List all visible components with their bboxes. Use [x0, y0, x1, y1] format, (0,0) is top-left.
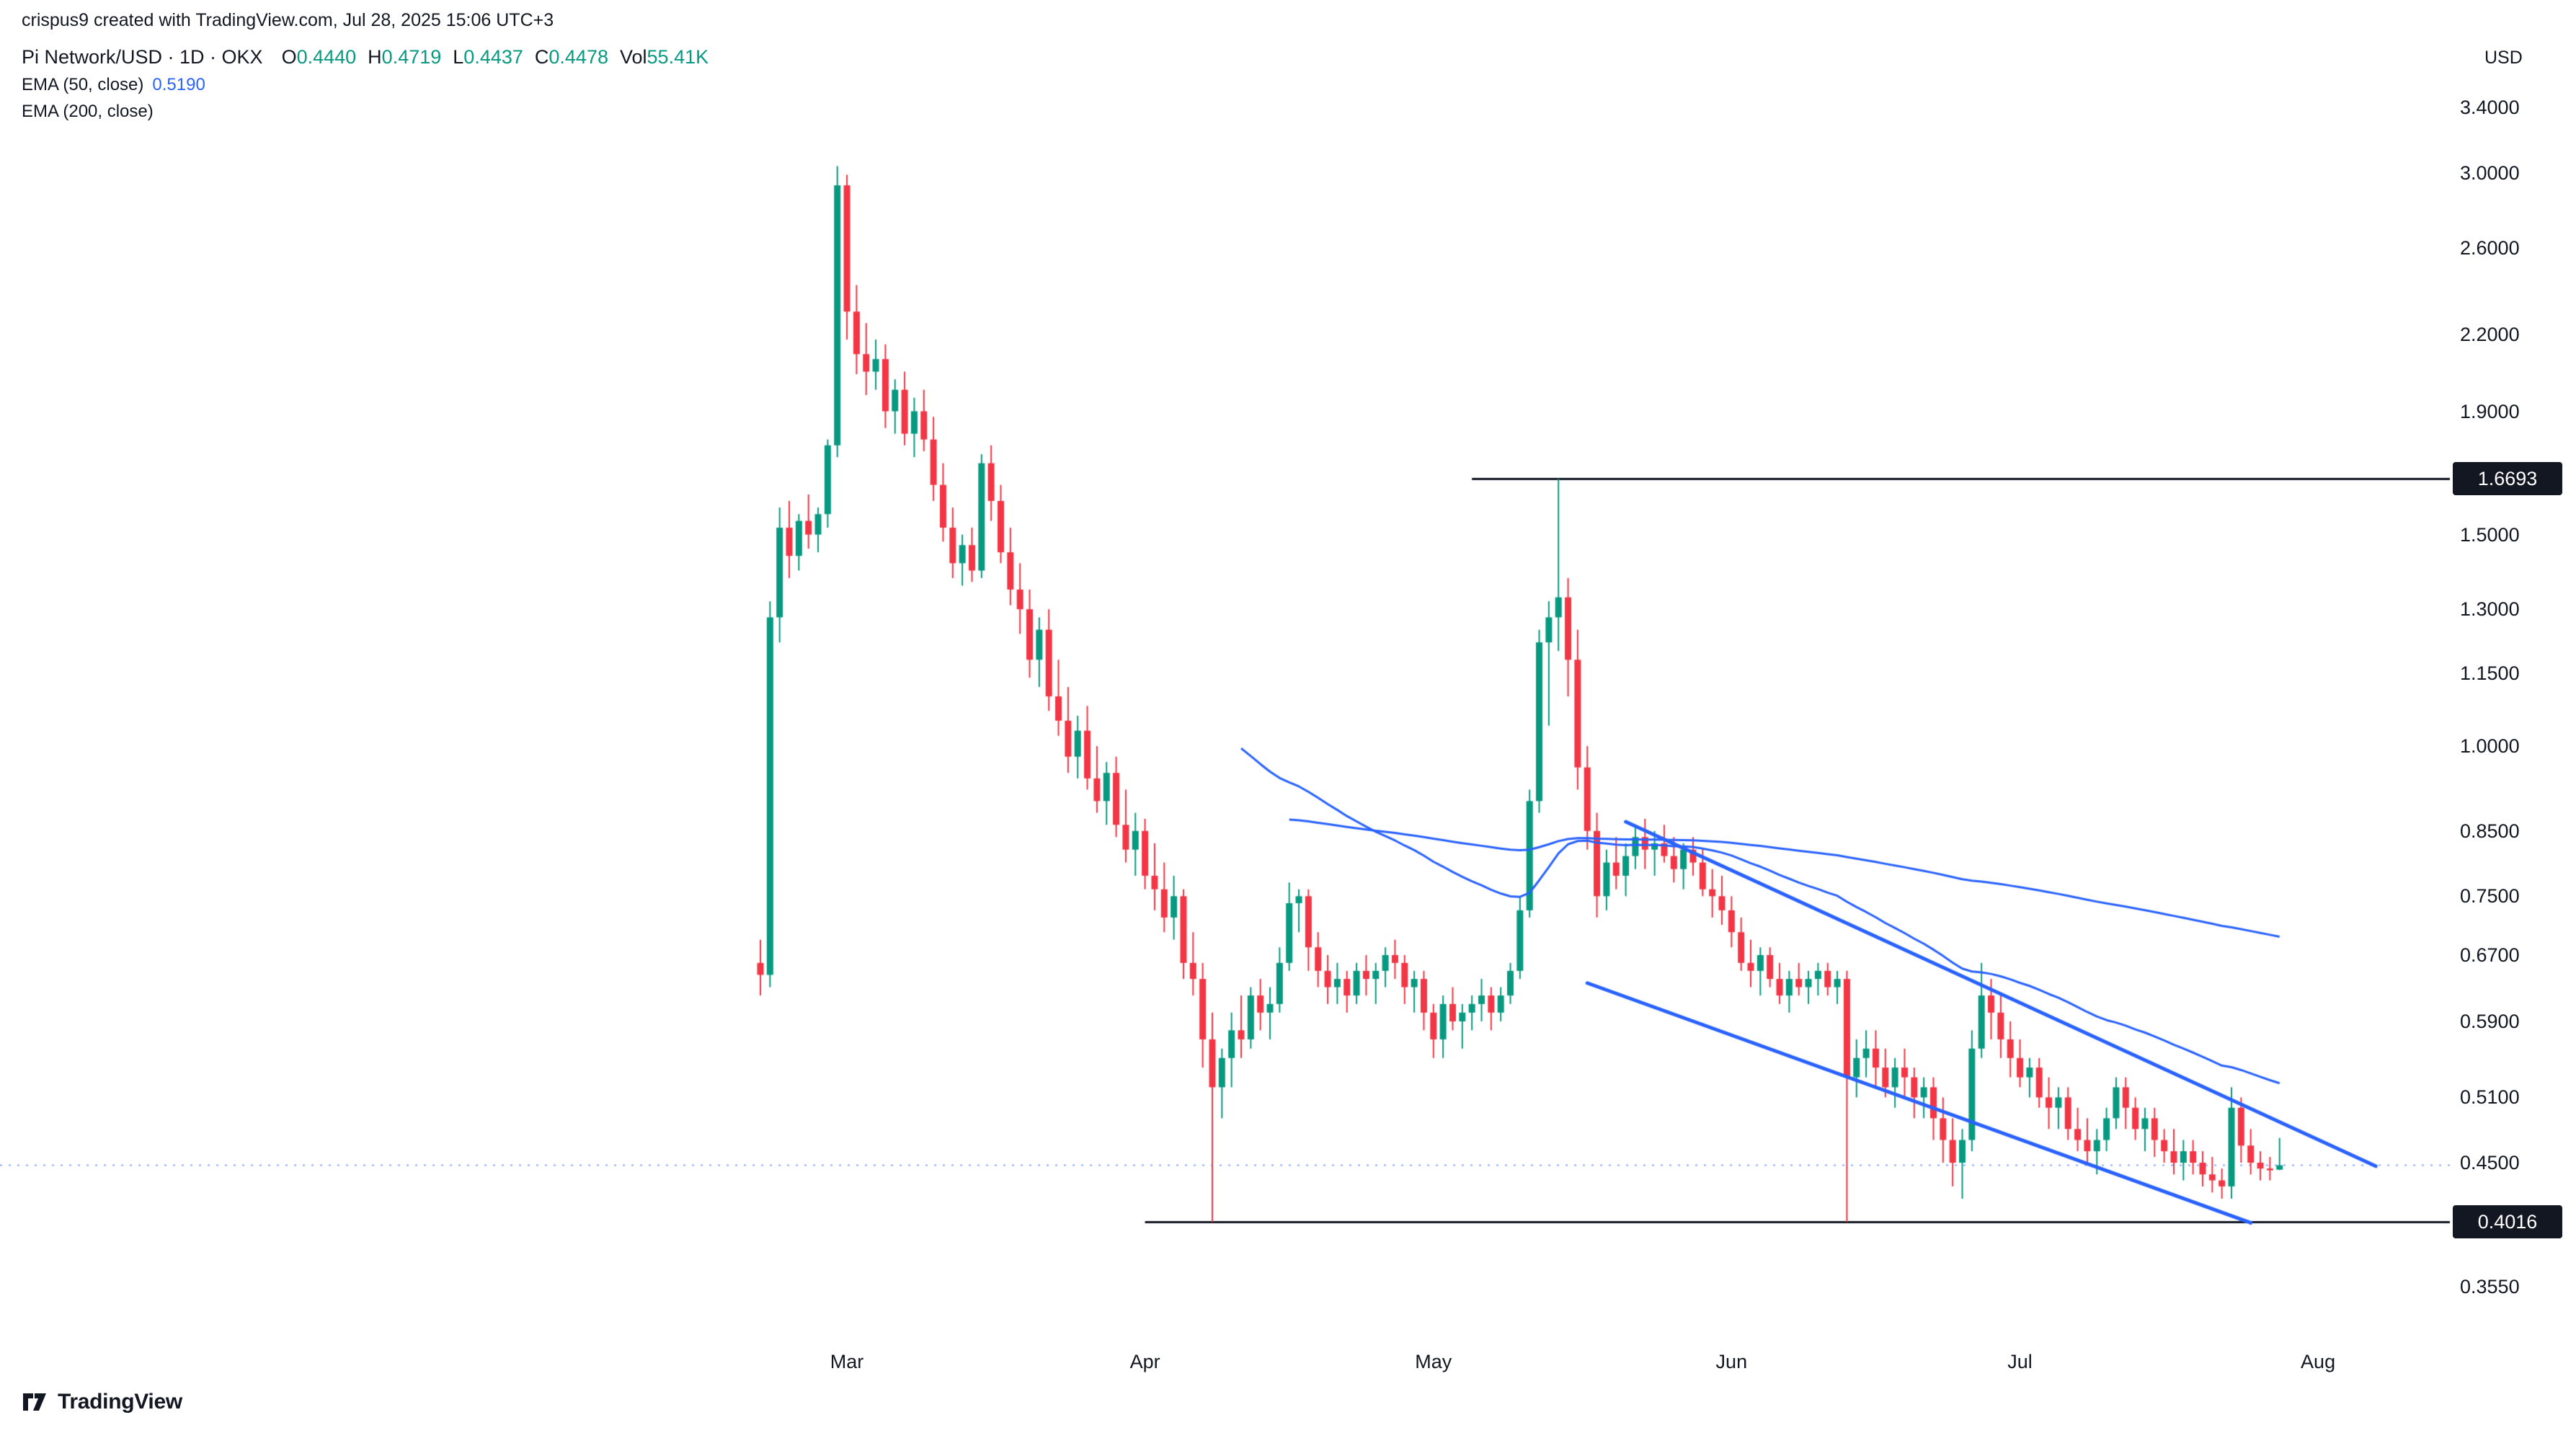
- ema50-value: 0.5190: [152, 75, 205, 94]
- y-axis-label: 0.7500: [2460, 885, 2520, 908]
- chart-legend: Pi Network/USD · 1D · OKX O0.4440 H0.471…: [22, 46, 720, 122]
- y-axis-label: 0.3550: [2460, 1275, 2520, 1297]
- ohlc-close: C0.4478: [535, 46, 608, 68]
- y-axis-label: 1.3000: [2460, 598, 2520, 621]
- volume-readout: Vol55.41K: [620, 46, 709, 68]
- ema50-legend-row[interactable]: EMA (50, close) 0.5190: [22, 75, 720, 95]
- ohlc-open: O0.4440: [282, 46, 357, 68]
- y-axis-label: 1.0000: [2460, 735, 2520, 758]
- y-axis-label: 0.5100: [2460, 1086, 2520, 1109]
- legend-main-row: Pi Network/USD · 1D · OKX O0.4440 H0.471…: [22, 46, 720, 68]
- price-badge: 1.6693: [2453, 462, 2562, 496]
- ema200-legend-row[interactable]: EMA (200, close): [22, 102, 720, 122]
- ema200-label: EMA (200, close): [22, 102, 154, 121]
- y-axis-label: 3.4000: [2460, 97, 2520, 119]
- y-axis-label: 1.1500: [2460, 662, 2520, 684]
- close-label: C: [534, 46, 549, 68]
- price-axis[interactable]: 3.4000 3.0000 2.6000 2.2000 1.9000 1.5000 1.30…: [2450, 0, 2576, 1433]
- x-axis-label: Jun: [1715, 1351, 1748, 1372]
- ema50-label: EMA (50, close): [22, 75, 144, 94]
- tradingview-logo[interactable]: TradingView: [22, 1390, 182, 1414]
- high-label: H: [368, 46, 382, 68]
- y-axis-label: 1.9000: [2460, 400, 2520, 422]
- currency-label[interactable]: USD: [2484, 48, 2523, 68]
- x-axis-label: May: [1415, 1351, 1452, 1372]
- open-value: 0.4440: [296, 46, 357, 68]
- y-axis-label: 2.6000: [2460, 236, 2520, 259]
- open-label: O: [281, 46, 297, 68]
- x-axis-label: Apr: [1129, 1351, 1160, 1372]
- volume-label: Vol: [619, 46, 647, 68]
- tradingview-logo-text: TradingView: [58, 1390, 182, 1414]
- x-axis-label: Jul: [2007, 1351, 2033, 1372]
- y-axis-label: 0.5900: [2460, 1010, 2520, 1032]
- ohlc-low: L0.4437: [453, 46, 523, 68]
- symbol-title[interactable]: Pi Network/USD · 1D · OKX: [22, 46, 263, 68]
- time-axis[interactable]: Mar Apr May Jun Jul Aug: [0, 1338, 2576, 1381]
- x-axis-label: Aug: [2301, 1351, 2336, 1372]
- ohlc-high: H0.4719: [368, 46, 441, 68]
- low-label: L: [453, 46, 464, 68]
- y-axis-label: 2.2000: [2460, 324, 2520, 346]
- price-badge: 0.4016: [2453, 1205, 2562, 1239]
- y-axis-label: 3.0000: [2460, 162, 2520, 184]
- y-axis-label: 0.8500: [2460, 820, 2520, 842]
- volume-value: 55.41K: [647, 46, 709, 68]
- attribution-text: crispus9 created with TradingView.com, J…: [22, 10, 554, 30]
- low-value: 0.4437: [463, 46, 523, 68]
- x-axis-label: Mar: [830, 1351, 864, 1372]
- y-axis-label: 0.6700: [2460, 944, 2520, 966]
- y-axis-label: 1.5000: [2460, 523, 2520, 546]
- close-value: 0.4478: [548, 46, 608, 68]
- y-axis-label: 0.4500: [2460, 1152, 2520, 1174]
- tradingview-logo-icon: [23, 1393, 46, 1411]
- high-value: 0.4719: [381, 46, 442, 68]
